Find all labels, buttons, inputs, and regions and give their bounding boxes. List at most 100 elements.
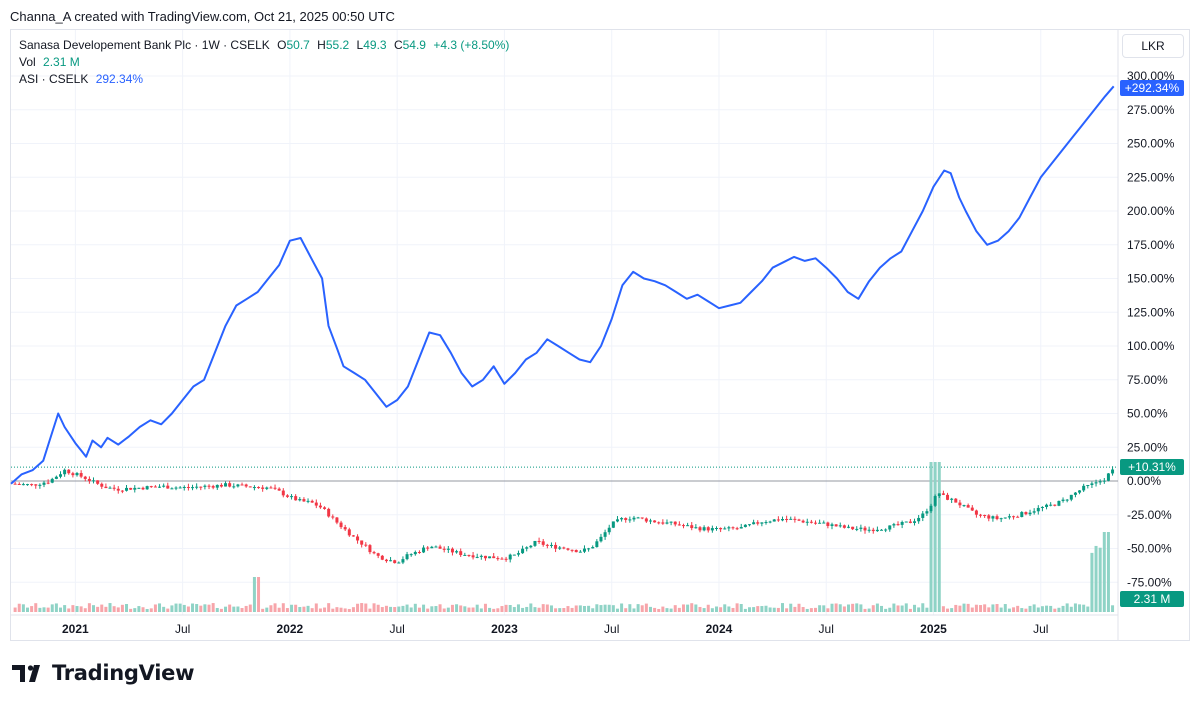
- volume-bar: [1036, 607, 1040, 612]
- candle: [116, 488, 120, 491]
- legend-volume-label[interactable]: Vol: [19, 55, 36, 69]
- candle: [92, 480, 96, 482]
- legend-asi-line[interactable]: ASI · CSELK 292.34%: [19, 72, 143, 86]
- candle: [75, 473, 79, 476]
- x-tick-label: Jul: [1033, 622, 1048, 636]
- candle: [541, 541, 545, 545]
- candle: [191, 487, 195, 489]
- volume-bar: [533, 607, 537, 612]
- candle: [79, 473, 83, 477]
- candle: [327, 508, 331, 517]
- volume-bar: [620, 603, 624, 612]
- legend-low-label: L: [356, 38, 364, 52]
- candle: [483, 555, 487, 559]
- volume-bar: [578, 605, 582, 612]
- x-tick-label: 2023: [491, 622, 518, 636]
- volume-bar: [376, 604, 380, 612]
- candle: [302, 499, 306, 502]
- volume-bar: [690, 603, 694, 612]
- volume-bar: [974, 604, 978, 612]
- volume-bar: [710, 608, 714, 612]
- candle: [500, 558, 504, 560]
- candle: [125, 487, 129, 491]
- volume-bar: [63, 605, 67, 612]
- volume-bar: [702, 608, 706, 612]
- candle: [562, 547, 566, 549]
- volume-bar: [1073, 603, 1077, 612]
- candle: [929, 505, 933, 512]
- volume-bar: [182, 604, 186, 612]
- candle: [875, 529, 879, 532]
- volume-bar: [104, 606, 108, 612]
- candle: [974, 510, 978, 515]
- candle: [1020, 512, 1024, 518]
- candle: [508, 554, 512, 560]
- candle: [310, 500, 314, 503]
- volume-bar: [648, 606, 652, 612]
- candle: [104, 486, 108, 489]
- volume-bar: [818, 605, 822, 612]
- volume-bar: [954, 604, 958, 612]
- volume-bar: [108, 603, 112, 612]
- candle: [298, 499, 302, 501]
- legend-symbol[interactable]: Sanasa Developement Bank Plc · 1W · CSEL…: [19, 38, 270, 52]
- candle: [764, 522, 768, 524]
- volume-bar: [228, 604, 232, 612]
- candle: [768, 521, 772, 523]
- candle: [1061, 499, 1065, 501]
- volume-bar: [356, 603, 360, 612]
- legend-volume-line[interactable]: Vol 2.31 M: [19, 55, 80, 69]
- candle: [727, 527, 731, 529]
- candle: [149, 486, 153, 488]
- candle: [450, 548, 454, 553]
- volume-bar: [21, 604, 25, 612]
- volume-bar: [34, 603, 38, 612]
- volume-bar: [516, 604, 520, 612]
- x-tick-label: Jul: [604, 622, 619, 636]
- y-tick-label: 200.00%: [1127, 204, 1175, 218]
- volume-bar: [116, 607, 120, 612]
- volume-bar: [261, 608, 265, 612]
- candle: [331, 516, 335, 518]
- volume-bar: [409, 607, 413, 612]
- volume-bar: [87, 603, 91, 612]
- chart-attribution: Channa_A created with TradingView.com, O…: [10, 9, 395, 24]
- candle: [669, 521, 673, 523]
- volume-bar: [13, 607, 17, 612]
- candle: [529, 545, 533, 548]
- volume-bar: [562, 608, 566, 612]
- legend-asi-label[interactable]: ASI · CSELK: [19, 72, 89, 86]
- volume-bar: [743, 608, 747, 612]
- volume-bar: [1028, 605, 1032, 612]
- candle: [521, 548, 525, 554]
- candle: [847, 526, 851, 528]
- candle: [533, 540, 537, 546]
- legend-symbol-line[interactable]: Sanasa Developement Bank Plc · 1W · CSEL…: [19, 38, 509, 52]
- candle: [174, 487, 178, 489]
- candle: [306, 500, 310, 502]
- candle: [851, 526, 855, 530]
- candle: [710, 528, 714, 531]
- legend-open-label: O: [277, 38, 287, 52]
- volume-bar: [677, 607, 681, 612]
- candle: [145, 486, 149, 490]
- volume-bar: [611, 605, 615, 612]
- volume-bar: [79, 606, 83, 612]
- chart-frame[interactable]: [10, 29, 1190, 641]
- volume-bar: [112, 606, 116, 612]
- candle: [269, 487, 273, 489]
- volume-bar: [908, 608, 912, 612]
- candle: [599, 536, 603, 542]
- volume-bar: [842, 606, 846, 612]
- candle: [785, 519, 789, 521]
- candle: [694, 527, 698, 529]
- candle: [426, 547, 430, 549]
- candle: [1057, 500, 1061, 506]
- candle: [376, 553, 380, 556]
- candle: [133, 487, 137, 490]
- candle: [434, 546, 438, 548]
- currency-button[interactable]: LKR: [1122, 34, 1184, 58]
- candle: [488, 556, 492, 559]
- candle: [46, 482, 50, 484]
